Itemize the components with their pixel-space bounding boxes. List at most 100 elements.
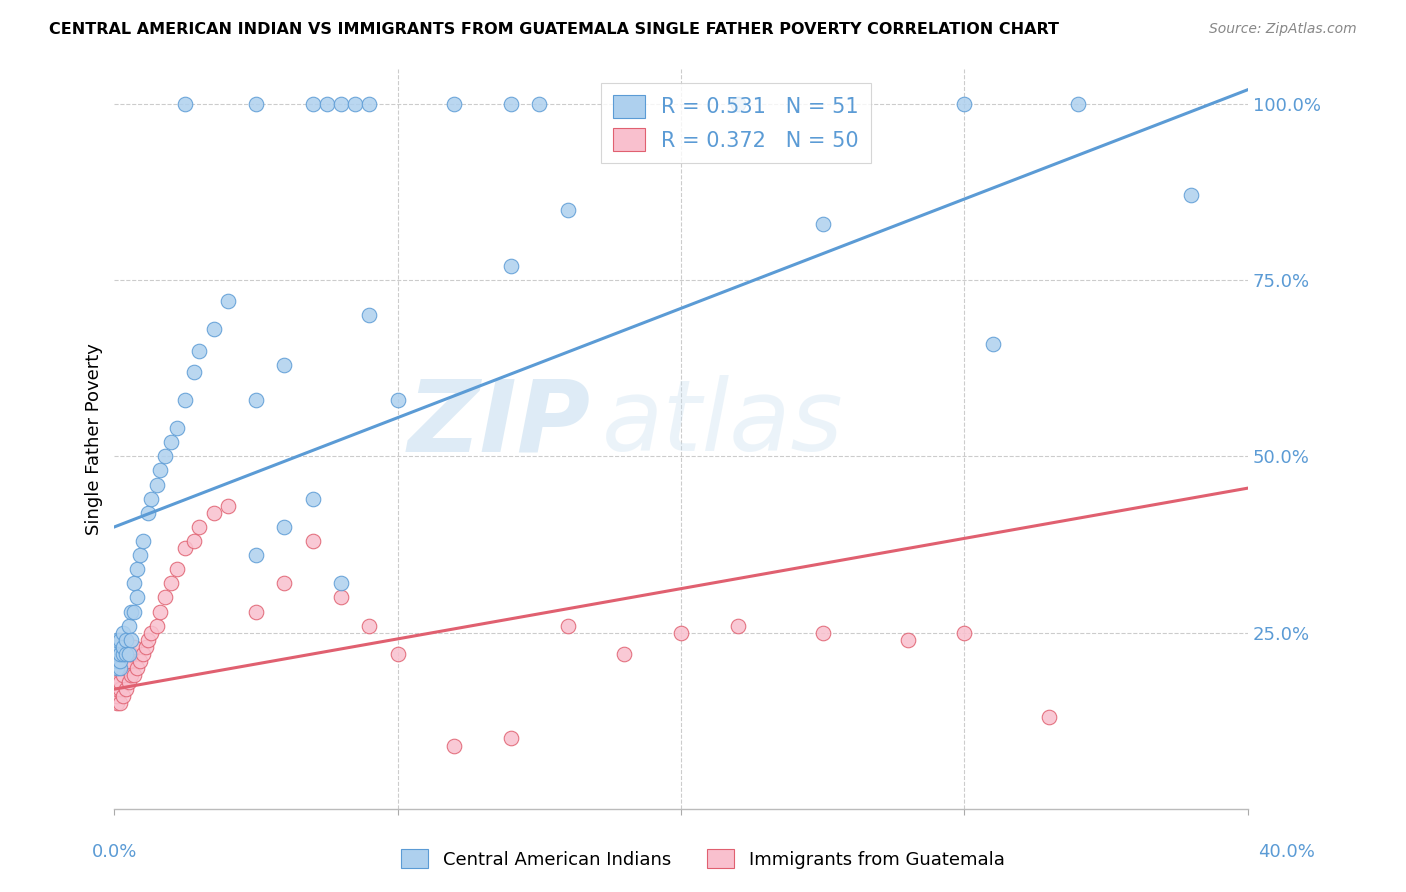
Point <box>443 96 465 111</box>
Point <box>122 668 145 682</box>
Point <box>105 647 128 661</box>
Text: Source: ZipAtlas.com: Source: ZipAtlas.com <box>1209 22 1357 37</box>
Point <box>981 336 1004 351</box>
Point <box>245 605 267 619</box>
Point <box>120 647 142 661</box>
Point <box>529 96 551 111</box>
Text: ZIP: ZIP <box>408 376 591 473</box>
Point <box>330 576 353 591</box>
Point <box>359 309 381 323</box>
Point <box>114 647 136 661</box>
Point <box>125 661 148 675</box>
Point <box>301 534 323 549</box>
Point <box>359 618 381 632</box>
Point <box>125 591 148 605</box>
Point <box>105 675 128 690</box>
Point <box>132 647 155 661</box>
Point <box>138 506 160 520</box>
Point <box>120 668 142 682</box>
Text: atlas: atlas <box>602 376 844 473</box>
Point <box>155 591 177 605</box>
Point <box>120 605 142 619</box>
Point <box>188 343 211 358</box>
Point <box>330 591 353 605</box>
Point <box>132 534 155 549</box>
Point <box>160 435 183 450</box>
Point <box>117 675 139 690</box>
Point <box>141 491 163 506</box>
Point <box>166 562 188 576</box>
Point <box>811 625 834 640</box>
Point <box>149 463 172 477</box>
Point <box>122 576 145 591</box>
Text: CENTRAL AMERICAN INDIAN VS IMMIGRANTS FROM GUATEMALA SINGLE FATHER POVERTY CORRE: CENTRAL AMERICAN INDIAN VS IMMIGRANTS FR… <box>49 22 1059 37</box>
Point <box>105 640 128 654</box>
Point <box>108 682 131 697</box>
Point <box>387 392 409 407</box>
Point <box>117 647 139 661</box>
Point <box>108 632 131 647</box>
Point <box>953 96 976 111</box>
Point <box>108 675 131 690</box>
Point <box>273 520 295 534</box>
Point <box>105 632 128 647</box>
Legend: R = 0.531   N = 51, R = 0.372   N = 50: R = 0.531 N = 51, R = 0.372 N = 50 <box>600 83 872 163</box>
Point <box>114 682 136 697</box>
Point <box>117 654 139 668</box>
Point <box>330 96 353 111</box>
Point <box>108 647 131 661</box>
Point <box>387 647 409 661</box>
Point <box>301 96 323 111</box>
Point <box>105 661 128 675</box>
Point <box>138 632 160 647</box>
Point <box>1067 96 1090 111</box>
Point <box>501 96 523 111</box>
Legend: Central American Indians, Immigrants from Guatemala: Central American Indians, Immigrants fro… <box>394 842 1012 876</box>
Y-axis label: Single Father Poverty: Single Father Poverty <box>86 343 103 534</box>
Point <box>105 689 128 703</box>
Point <box>613 647 636 661</box>
Point <box>108 661 131 675</box>
Point <box>316 96 339 111</box>
Point <box>727 96 749 111</box>
Point <box>160 576 183 591</box>
Point <box>111 689 134 703</box>
Point <box>105 682 128 697</box>
Point <box>146 477 169 491</box>
Point <box>122 605 145 619</box>
Point <box>1038 710 1060 724</box>
Point <box>811 217 834 231</box>
Point <box>245 96 267 111</box>
Text: 0.0%: 0.0% <box>91 843 136 861</box>
Point <box>166 421 188 435</box>
Point <box>217 294 239 309</box>
Point <box>105 696 128 710</box>
Point <box>120 632 142 647</box>
Point <box>202 322 225 336</box>
Point <box>114 632 136 647</box>
Point <box>108 654 131 668</box>
Point <box>501 731 523 746</box>
Point <box>111 647 134 661</box>
Point <box>273 358 295 372</box>
Point <box>359 96 381 111</box>
Point <box>141 625 163 640</box>
Point <box>135 640 157 654</box>
Point <box>183 534 205 549</box>
Point <box>174 96 197 111</box>
Point <box>125 562 148 576</box>
Point <box>273 576 295 591</box>
Point <box>149 605 172 619</box>
Point <box>501 259 523 273</box>
Point <box>122 640 145 654</box>
Point <box>344 96 367 111</box>
Point <box>146 618 169 632</box>
Point <box>183 365 205 379</box>
Point <box>1180 188 1202 202</box>
Point <box>202 506 225 520</box>
Point <box>174 541 197 555</box>
Point <box>117 618 139 632</box>
Point <box>111 668 134 682</box>
Point <box>301 491 323 506</box>
Point <box>129 548 152 562</box>
